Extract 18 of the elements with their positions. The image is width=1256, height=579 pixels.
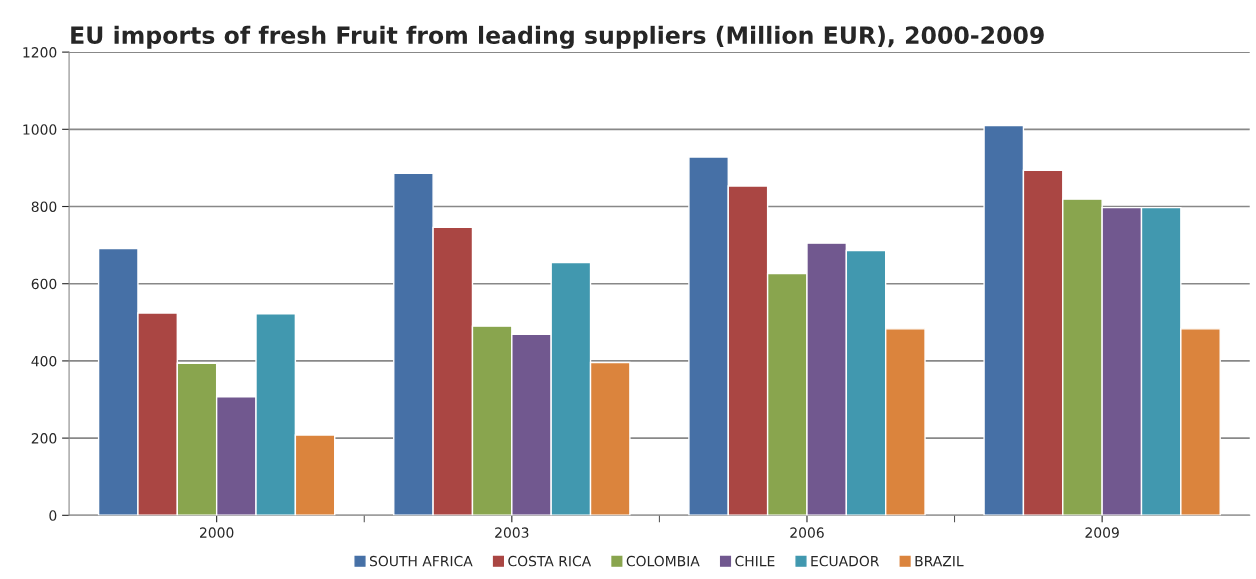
y-tick-label: 1000 [23,124,57,135]
x-tick-label: 2000 [200,527,234,538]
x-tick-label: 2009 [1085,527,1119,538]
legend-label: BRAZIL [915,556,964,567]
y-tick-label: 0 [49,510,57,521]
legend-label: SOUTH AFRICA [369,555,473,567]
legend-label: COLOMBIA [626,555,700,567]
y-tick-label: 200 [31,433,57,444]
y-tick-label: 800 [31,201,57,212]
legend-label: ECUADOR [811,555,880,567]
x-tick-label: 2006 [790,527,824,538]
legend-label: COSTA RICA [508,555,592,567]
x-tick-label: 2003 [495,527,529,538]
y-tick-label: 600 [31,278,57,290]
y-tick-label: 1200 [23,47,57,58]
y-tick-label: 400 [31,355,57,367]
legend-label: CHILE [735,555,775,567]
chart-title: EU imports of fresh Fruit from leading suppliers (Million EUR), 2000-2009 [71,25,1044,49]
